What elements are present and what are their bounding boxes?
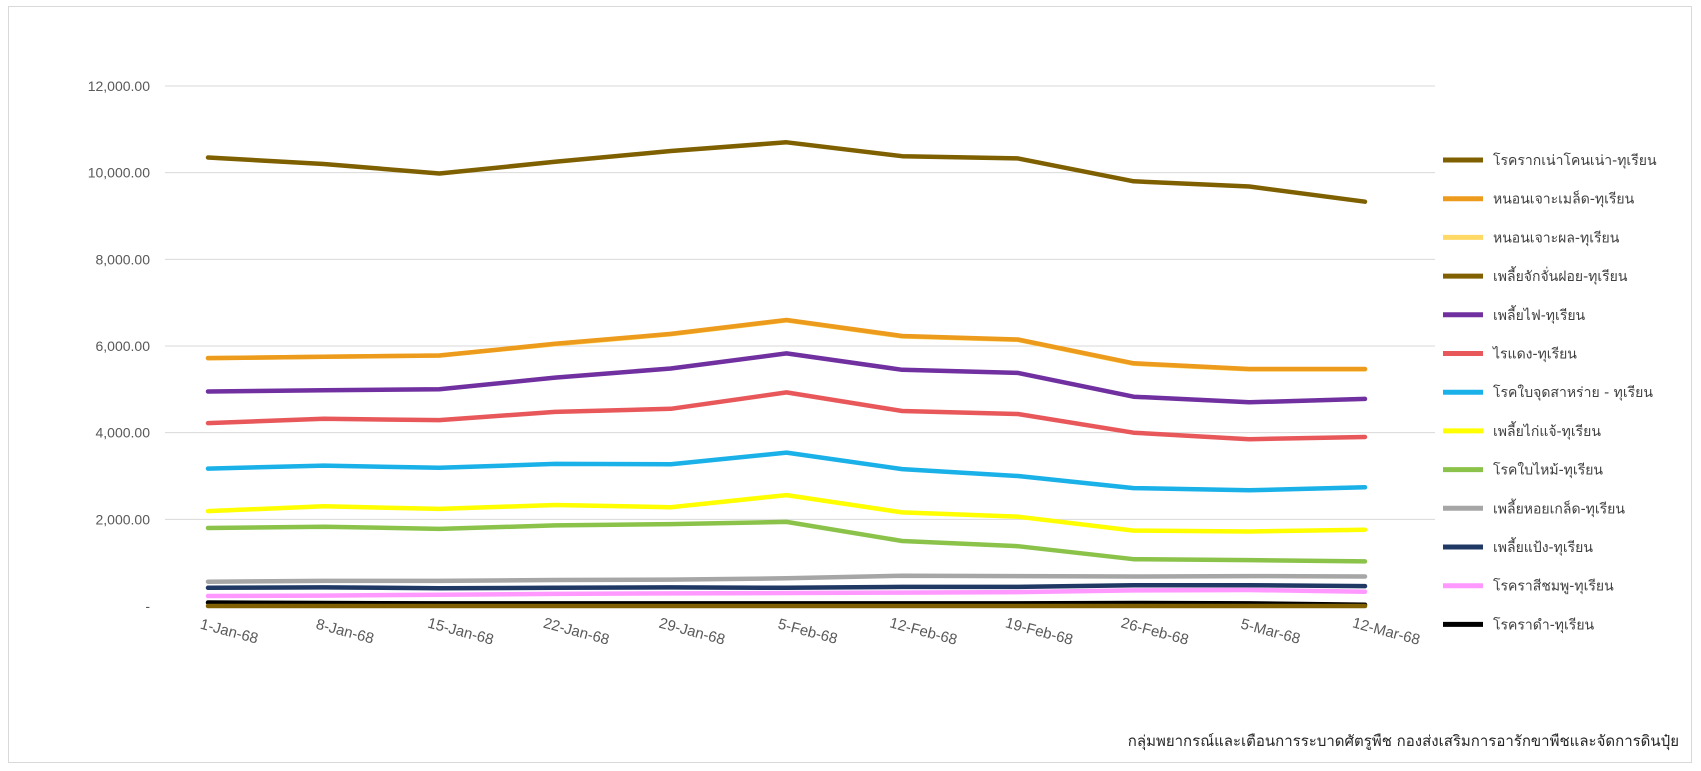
legend-label: โรคใบไหม้-ทุเรียน bbox=[1493, 462, 1603, 479]
legend-label: เพลี้ยหอยเกล็ด-ทุเรียน bbox=[1493, 498, 1625, 517]
legend-label: หนอนเจาะเมล็ด-ทุเรียน bbox=[1493, 190, 1635, 208]
series-line bbox=[205, 573, 1368, 584]
legend-label: โรคราดำ-ทุเรียน bbox=[1493, 616, 1595, 633]
legend-label: หนอนเจาะผล-ทุเรียน bbox=[1493, 230, 1620, 246]
series-line bbox=[205, 519, 1368, 564]
legend-label: เพลี้ยแป้ง-ทุเรียน bbox=[1493, 537, 1593, 556]
series-line bbox=[205, 318, 1368, 372]
legend-label: เพลี้ยไฟ-ทุเรียน bbox=[1493, 305, 1586, 324]
y-tick-label: 6,000.00 bbox=[96, 338, 151, 354]
y-tick-label: 8,000.00 bbox=[96, 251, 151, 267]
y-tick-label: 2,000.00 bbox=[96, 511, 151, 527]
gridlines bbox=[165, 85, 1435, 520]
x-tick-label: 5-Feb-68 bbox=[776, 616, 839, 648]
series-lines bbox=[205, 140, 1368, 609]
x-tick-label: 15-Jan-68 bbox=[426, 615, 496, 649]
series-line bbox=[205, 450, 1368, 493]
legend-label: โรคใบจุดสาหร่าย - ทุเรียน bbox=[1493, 384, 1653, 401]
series-line bbox=[205, 317, 1368, 372]
legend: โรครากเน่าโคนเน่า-ทุเรียนหนอนเจาะเมล็ด-ท… bbox=[1443, 152, 1657, 633]
legend-label: เพลี้ยจักจั่นฝอย-ทุเรียน bbox=[1493, 266, 1628, 285]
x-axis-ticks: 1-Jan-68 8-Jan-68 15-Jan-68 22-Jan-68 29-Jan… bbox=[198, 614, 1421, 648]
x-tick-label: 19-Feb-68 bbox=[1003, 614, 1074, 648]
y-tick-label: 10,000.00 bbox=[88, 165, 150, 181]
x-tick-label: 26-Feb-68 bbox=[1119, 614, 1190, 648]
legend-label: โรคราสีชมพู-ทุเรียน bbox=[1493, 578, 1614, 595]
y-tick-label: - bbox=[145, 598, 150, 614]
legend-label: เพลี้ยไก่แจ้-ทุเรียน bbox=[1493, 421, 1601, 440]
x-tick-label: 8-Jan-68 bbox=[314, 616, 376, 648]
x-tick-label: 12-Mar-68 bbox=[1351, 614, 1422, 648]
series-line bbox=[205, 390, 1368, 442]
x-tick-label: 29-Jan-68 bbox=[657, 615, 727, 649]
y-axis-ticks: - 2,000.00 4,000.00 6,000.00 8,000.00 10,000.… bbox=[88, 78, 151, 614]
y-tick-label: 12,000.00 bbox=[88, 78, 150, 94]
x-tick-label: 12-Feb-68 bbox=[888, 614, 959, 648]
series-line bbox=[205, 587, 1368, 599]
x-tick-label: 5-Mar-68 bbox=[1239, 616, 1302, 648]
x-tick-label: 22-Jan-68 bbox=[541, 615, 611, 649]
series-line bbox=[205, 140, 1368, 204]
series-line bbox=[205, 600, 1368, 607]
legend-label: โรครากเน่าโคนเน่า-ทุเรียน bbox=[1493, 152, 1657, 169]
series-line bbox=[205, 582, 1368, 591]
x-tick-label: 1-Jan-68 bbox=[198, 616, 260, 648]
series-line bbox=[205, 492, 1368, 534]
series-line bbox=[205, 351, 1368, 405]
legend-label: ไรแดง-ทุเรียน bbox=[1492, 346, 1577, 363]
chart-frame bbox=[8, 6, 1692, 763]
y-tick-label: 4,000.00 bbox=[96, 425, 151, 441]
footer-credit: กลุ่มพยากรณ์และเตือนการระบาดศัตรูพืช กอง… bbox=[1127, 732, 1679, 750]
